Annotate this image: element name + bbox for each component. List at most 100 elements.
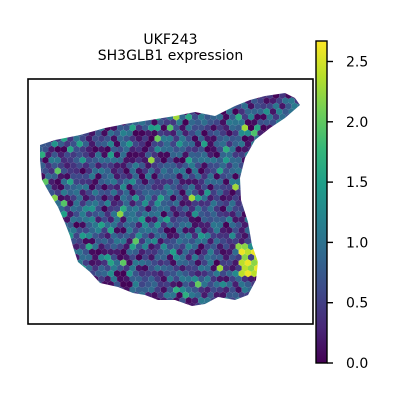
- tissue-spot: [226, 172, 233, 180]
- tissue-spot: [223, 113, 230, 121]
- tissue-spot: [135, 286, 142, 294]
- tissue-spot: [160, 210, 167, 218]
- tissue-spot: [176, 270, 183, 278]
- tissue-spot: [151, 216, 158, 224]
- tissue-spot: [210, 199, 217, 207]
- tissue-spot: [210, 178, 217, 186]
- tissue-spot: [70, 140, 77, 148]
- tissue-spot: [235, 243, 242, 251]
- tissue-spot: [188, 302, 195, 306]
- tissue-spot: [179, 243, 186, 251]
- tissue-spot: [201, 162, 208, 170]
- tissue-spot: [95, 270, 102, 278]
- tissue-spot: [182, 194, 189, 202]
- tissue-spot: [117, 178, 124, 186]
- tissue-spot: [157, 129, 164, 137]
- tissue-spot: [82, 140, 89, 148]
- tissue-spot: [60, 178, 68, 186]
- tissue-spot: [98, 189, 105, 197]
- tissue-spot: [132, 194, 139, 202]
- tissue-spot: [101, 248, 108, 256]
- tissue-spot: [288, 97, 295, 105]
- tissue-spot: [179, 135, 186, 143]
- tissue-spot: [210, 210, 217, 218]
- tissue-spot: [51, 162, 58, 170]
- tissue-spot: [60, 189, 68, 197]
- tissue-spot: [142, 199, 149, 207]
- tissue-spot: [241, 264, 248, 272]
- tissue-spot: [92, 135, 99, 143]
- tissue-spot: [207, 162, 214, 170]
- tissue-spot: [101, 237, 108, 245]
- tissue-spot: [229, 221, 236, 229]
- tissue-spot: [57, 172, 65, 180]
- tissue-spot: [251, 270, 258, 278]
- tissue-spot: [151, 172, 158, 180]
- colorbar-tick-label: 1.0: [346, 235, 368, 251]
- tissue-spot: [113, 194, 121, 202]
- tissue-spot: [195, 280, 202, 288]
- tissue-spot: [182, 151, 189, 159]
- tissue-spot: [191, 221, 199, 229]
- tissue-spot: [210, 189, 217, 197]
- tissue-spot: [191, 243, 199, 251]
- tissue-spot: [126, 172, 133, 180]
- tissue-spot: [126, 194, 133, 202]
- tissue-spot: [204, 286, 211, 294]
- tissue-spot: [232, 248, 239, 256]
- tissue-spot: [185, 145, 192, 153]
- tissue-spot: [195, 162, 202, 170]
- tissue-spot: [98, 253, 105, 261]
- tissue-spot: [166, 135, 174, 143]
- tissue-spot: [82, 226, 89, 234]
- tissue-spot: [244, 140, 252, 148]
- tissue-spot: [229, 135, 236, 143]
- tissue-spot: [216, 167, 224, 175]
- tissue-spot: [98, 210, 105, 218]
- tissue-spot: [151, 205, 158, 213]
- tissue-spot: [216, 264, 224, 272]
- tissue-spot: [104, 199, 111, 207]
- tissue-spot: [98, 232, 105, 240]
- tissue-spot: [154, 210, 161, 218]
- tissue-spot: [82, 205, 89, 213]
- tissue-spot: [117, 210, 124, 218]
- tissue-spot: [198, 124, 205, 132]
- tissue-spot: [145, 172, 152, 180]
- tissue-spot: [126, 162, 133, 170]
- tissue-spot: [254, 113, 261, 121]
- tissue-spot: [135, 145, 142, 153]
- tissue-spot: [95, 183, 102, 191]
- tissue-spot: [176, 118, 183, 126]
- tissue-spot: [157, 270, 164, 278]
- tissue-spot: [238, 237, 245, 245]
- tissue-spot: [182, 291, 189, 299]
- tissue-spot: [195, 291, 202, 299]
- tissue-spot: [92, 199, 99, 207]
- tissue-spot: [145, 205, 152, 213]
- tissue-spot: [113, 129, 121, 137]
- tissue-spot: [135, 199, 142, 207]
- tissue-spot: [216, 275, 224, 283]
- tissue-spot: [173, 243, 180, 251]
- tissue-spot: [185, 210, 192, 218]
- tissue-spot: [89, 216, 96, 224]
- tissue-spot: [123, 135, 130, 143]
- tissue-spot: [145, 226, 152, 234]
- tissue-spot: [60, 210, 68, 218]
- tissue-spot: [132, 270, 139, 278]
- tissue-spot: [210, 124, 217, 132]
- tissue-spot: [89, 183, 96, 191]
- tissue-spot: [48, 156, 55, 164]
- tissue-spot: [129, 286, 136, 294]
- tissue-spot: [148, 221, 155, 229]
- tissue-spot: [57, 183, 65, 191]
- tissue-spot: [219, 118, 227, 126]
- tissue-spot: [126, 259, 133, 267]
- tissue-spot: [92, 156, 99, 164]
- tissue-spot: [257, 97, 264, 105]
- tissue-spot: [188, 270, 195, 278]
- tissue-spot: [142, 124, 149, 132]
- tissue-spot: [207, 226, 214, 234]
- tissue-spot: [235, 275, 242, 283]
